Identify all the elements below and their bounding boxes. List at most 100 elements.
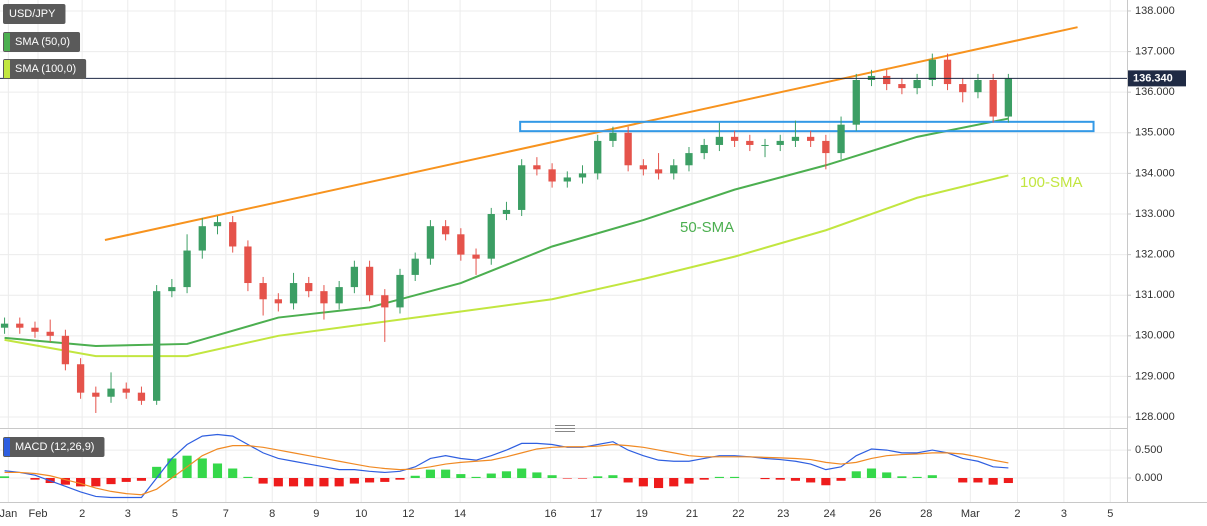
- histogram-bar: [1003, 478, 1013, 484]
- candle-body: [776, 140, 784, 145]
- histogram-bar: [365, 478, 375, 483]
- candle-body: [594, 140, 602, 174]
- candle-body: [472, 254, 480, 259]
- histogram-bar: [288, 478, 299, 487]
- candle-body: [913, 79, 921, 89]
- candle-body: [31, 327, 39, 332]
- candle-body: [0, 323, 9, 328]
- x-tick-label: 19: [636, 508, 648, 520]
- candle-body: [213, 222, 222, 227]
- y-tick-label: 129.000: [1135, 370, 1175, 382]
- x-tick-label: 5: [1107, 508, 1113, 520]
- candle-body: [746, 140, 754, 145]
- histogram-bar: [410, 475, 420, 478]
- label-layer: Jan Feb 2 3 5 7 8 9 10 12 14 16 17 19 21 22 23 24 26 28 Mar 2…: [0, 4, 1186, 520]
- candle-body: [715, 136, 724, 145]
- candle-body: [305, 283, 313, 292]
- histogram-bar: [532, 472, 542, 478]
- legend-box: [3, 32, 81, 52]
- legend-item: USD/JPY: [3, 4, 66, 24]
- y-tick-label: 134.000: [1135, 167, 1175, 179]
- histogram-bar: [790, 478, 801, 481]
- legend-box: [3, 59, 87, 79]
- y-tick-label: 136.000: [1135, 86, 1175, 98]
- x-tick-label: Mar: [961, 508, 980, 520]
- x-tick-label: 7: [223, 508, 229, 520]
- histogram-bar: [730, 476, 740, 478]
- histogram-bar: [653, 478, 664, 489]
- candle-body: [244, 246, 252, 284]
- y-tick-label: 138.000: [1135, 5, 1175, 17]
- marks-layer: [0, 26, 1127, 499]
- x-tick-label: 17: [590, 508, 602, 520]
- x-tick-label: Feb: [29, 508, 48, 520]
- candle-body: [928, 59, 936, 80]
- x-tick-label: 22: [732, 508, 744, 520]
- candle-body: [46, 331, 54, 336]
- x-tick-label: 23: [777, 508, 789, 520]
- candle-body: [852, 79, 860, 125]
- x-tick-label: 21: [686, 508, 698, 520]
- candle-body: [730, 136, 739, 141]
- candle-body: [137, 392, 146, 401]
- candle-body: [822, 140, 830, 154]
- candle-body: [122, 388, 130, 393]
- candle-body: [92, 392, 100, 397]
- candle-body: [259, 283, 267, 300]
- candle-body: [670, 165, 678, 174]
- resize-handle[interactable]: [555, 425, 575, 432]
- histogram-bar: [167, 458, 177, 478]
- histogram-bar: [30, 478, 40, 480]
- histogram-bar: [699, 478, 709, 480]
- histogram-bar: [897, 476, 907, 478]
- grid-layer: [0, 0, 1131, 502]
- histogram-bar: [197, 458, 207, 478]
- histogram-bar: [501, 471, 512, 478]
- candle-body: [411, 258, 419, 275]
- candle-body: [533, 165, 541, 170]
- candle-body: [289, 283, 298, 304]
- candle-body: [365, 266, 374, 296]
- sma-annotation: 100-SMA: [1020, 174, 1083, 191]
- candle-body: [974, 79, 982, 93]
- histogram-bar: [593, 476, 603, 478]
- y-tick-label: 137.000: [1135, 45, 1175, 57]
- candle-body: [883, 75, 891, 85]
- sma-annotation: 50-SMA: [680, 219, 734, 236]
- legend-swatch: [4, 60, 10, 78]
- histogram-bar: [684, 478, 694, 484]
- candle-body: [107, 388, 115, 397]
- histogram-bar: [91, 478, 101, 487]
- x-tick-label: 10: [355, 508, 367, 520]
- candle-body: [609, 132, 617, 141]
- legend-text: MACD (12,26,9): [15, 441, 94, 453]
- histogram-bar: [395, 478, 405, 480]
- sma-line: [4, 174, 1009, 358]
- histogram-bar: [471, 476, 481, 478]
- histogram-bar: [714, 476, 724, 478]
- histogram-bar: [577, 478, 588, 479]
- histogram-bar: [456, 474, 466, 478]
- histogram-bar: [349, 478, 359, 484]
- candle-body: [76, 364, 85, 393]
- histogram-bar: [927, 475, 937, 478]
- y-tick-label: 131.000: [1135, 289, 1175, 301]
- candle-body: [654, 169, 663, 174]
- histogram-bar: [152, 466, 162, 478]
- candle-body: [943, 59, 952, 85]
- x-tick-label: 12: [402, 508, 414, 520]
- legend-text: USD/JPY: [9, 8, 56, 20]
- legend-item: SMA (100,0): [3, 59, 87, 79]
- histogram-bar: [136, 478, 147, 481]
- candle-body: [229, 222, 237, 247]
- candle-body: [639, 165, 647, 170]
- candle-body: [685, 153, 693, 166]
- candle-body: [502, 209, 511, 214]
- candle-body: [274, 299, 282, 304]
- candle-body: [806, 136, 815, 141]
- candle-body: [518, 165, 526, 210]
- histogram-bar: [425, 469, 435, 478]
- histogram-bar: [517, 468, 527, 478]
- histogram-bar: [638, 478, 648, 487]
